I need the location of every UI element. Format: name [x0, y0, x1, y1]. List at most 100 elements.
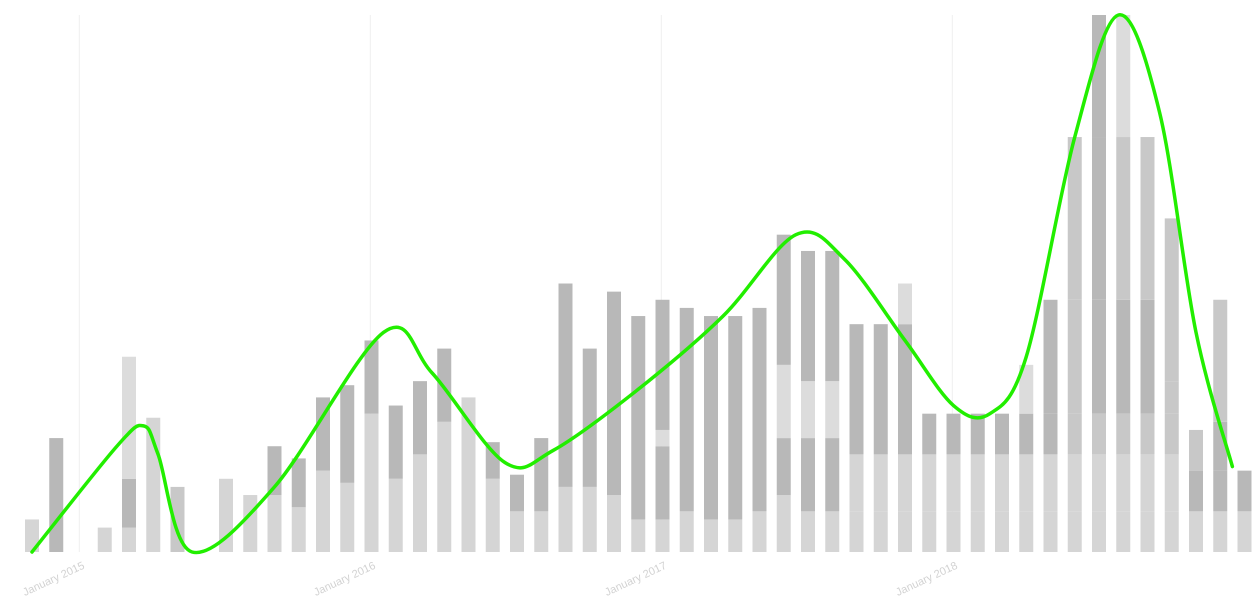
bar-segment: [1067, 299, 1082, 414]
bar-segment: [1164, 381, 1179, 414]
bar-segment: [655, 429, 670, 447]
bar-segment: [776, 364, 791, 439]
bar-segment: [946, 413, 961, 455]
bar-segment: [1140, 511, 1155, 552]
bar-segment: [582, 348, 597, 487]
bar-stack: [437, 348, 452, 552]
bar-stack: [25, 519, 39, 552]
bar-segment: [1043, 413, 1058, 455]
bar-segment: [97, 527, 112, 552]
bar-segment: [1116, 454, 1131, 512]
bar-segment: [1019, 454, 1034, 512]
bar-segment: [801, 511, 815, 552]
bar-stack: [607, 291, 621, 552]
x-tick-label: January 2015: [21, 560, 86, 599]
bar-stack: [558, 283, 573, 552]
bar-segment: [1092, 511, 1106, 552]
bar-segment: [1140, 137, 1155, 300]
bar-segment: [655, 519, 670, 552]
bar-segment: [946, 511, 961, 552]
bar-segment: [1067, 511, 1082, 552]
bar-segment: [413, 381, 427, 455]
x-tick-label: January 2017: [603, 560, 668, 599]
bar-segment: [1164, 454, 1179, 512]
trend-line-layer: [30, 13, 1235, 555]
bar-segment: [1189, 470, 1203, 512]
bar-stack: [801, 250, 815, 552]
bar-segment: [849, 454, 864, 512]
bar-segment: [825, 511, 840, 552]
bar-segment: [316, 470, 330, 552]
bar-segment: [898, 511, 912, 552]
bar-segment: [970, 413, 985, 455]
bar-segment: [970, 511, 985, 552]
bar-segment: [607, 291, 621, 496]
bar-segment: [170, 486, 185, 552]
bar-stack: [995, 413, 1009, 552]
bar-segment: [413, 454, 427, 552]
bar-stack: [679, 307, 694, 552]
bar-segment: [1116, 299, 1131, 414]
bar-segment: [1164, 413, 1179, 455]
bar-stack: [1140, 137, 1155, 552]
bar-stack: [970, 413, 985, 552]
bar-segment: [1019, 511, 1034, 552]
bar-segment: [752, 307, 767, 512]
bar-segment: [849, 324, 864, 455]
bar-segment: [340, 482, 355, 552]
bar-stack: [1189, 429, 1203, 552]
bar-segment: [776, 495, 791, 552]
bar-stack: [704, 316, 718, 552]
x-tick-label: January 2018: [894, 560, 959, 599]
bar-segment: [1043, 299, 1058, 414]
bar-segment: [1019, 364, 1034, 414]
bar-segment: [849, 511, 864, 552]
bar-segment: [267, 495, 282, 552]
bar-stack: [728, 316, 743, 552]
bar-segment: [1213, 511, 1228, 552]
bar-segment: [1092, 454, 1106, 512]
bar-segment: [1116, 137, 1131, 300]
bar-segment: [655, 446, 670, 520]
bar-stack: [1043, 299, 1058, 552]
bar-stack: [655, 299, 670, 552]
bar-segment: [995, 413, 1009, 455]
bar-segment: [1116, 413, 1131, 455]
bar-segment: [1092, 299, 1106, 414]
bar-segment: [510, 511, 524, 552]
bar-segment: [873, 511, 888, 552]
bar-stack: [243, 495, 258, 552]
bar-segment: [485, 478, 500, 552]
bar-segment: [728, 316, 743, 520]
bar-stack: [776, 234, 791, 552]
bar-segment: [970, 454, 985, 512]
bar-segment: [510, 474, 524, 512]
bar-segment: [679, 511, 694, 552]
bar-segment: [122, 356, 136, 479]
bar-segment: [825, 381, 840, 439]
bar-stack: [582, 348, 597, 552]
bar-segment: [1067, 137, 1082, 300]
bar-segment: [898, 454, 912, 512]
bar-segment: [1140, 413, 1155, 455]
bar-segment: [1164, 218, 1179, 382]
bar-stack: [485, 442, 500, 552]
bar-stack: [752, 307, 767, 552]
bar-segment: [122, 527, 136, 552]
bar-stack: [631, 316, 646, 552]
bar-stack: [316, 397, 330, 552]
bar-stack: [1164, 218, 1179, 552]
bar-stack: [340, 385, 355, 552]
bar-stack: [1213, 299, 1228, 552]
bar-stack: [364, 340, 379, 552]
bar-stack: [1019, 364, 1034, 552]
bar-segment: [388, 478, 403, 552]
bar-stack: [461, 397, 476, 552]
bar-segment: [558, 486, 573, 552]
bar-stack: [1237, 470, 1252, 552]
bar-segment: [1140, 299, 1155, 414]
bar-segment: [364, 413, 379, 552]
bar-segment: [776, 438, 791, 496]
bar-segment: [316, 397, 330, 471]
